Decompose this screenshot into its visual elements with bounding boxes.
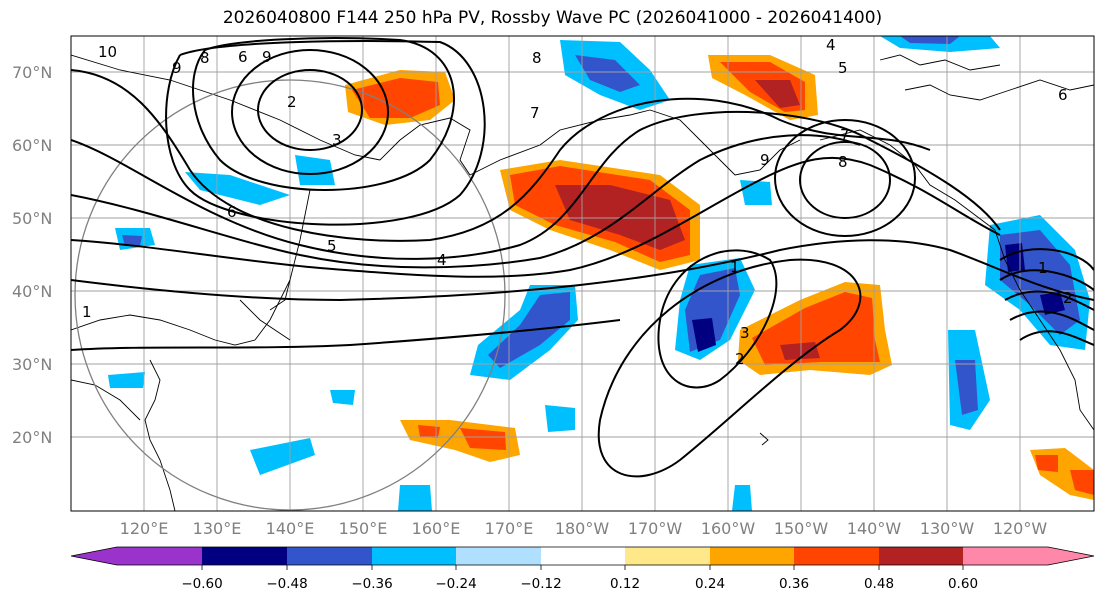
radius-circle xyxy=(74,79,506,511)
coastlines xyxy=(71,54,1094,511)
svg-text:7: 7 xyxy=(840,126,850,144)
colorbar: −0.60 −0.48 −0.36 −0.24 −0.12 0.12 0.24 … xyxy=(70,546,1095,592)
lon-label: 150°E xyxy=(339,519,388,538)
lon-label: 150°W xyxy=(774,519,829,538)
contour-labels: 10 9 8 6 9 2 3 7 8 4 5 7 8 6 5 4 1 3 2 1… xyxy=(82,36,1073,368)
colorbar-segment xyxy=(117,547,202,565)
colorbar-tick: −0.60 xyxy=(181,576,222,592)
svg-text:10: 10 xyxy=(98,43,117,61)
svg-text:1: 1 xyxy=(1038,259,1048,277)
colorbar-tick: 0.12 xyxy=(610,576,640,592)
svg-text:7: 7 xyxy=(530,104,540,122)
lon-label: 140°E xyxy=(266,519,315,538)
gridlines xyxy=(71,36,1094,511)
lat-label: 60°N xyxy=(12,136,52,155)
svg-text:5: 5 xyxy=(327,237,337,255)
colorbar-under-triangle xyxy=(71,547,117,565)
svg-text:3: 3 xyxy=(332,131,342,149)
colorbar-tick: −0.48 xyxy=(266,576,307,592)
colorbar-segment xyxy=(541,547,625,565)
colorbar-tick: 0.36 xyxy=(779,576,809,592)
svg-text:4: 4 xyxy=(437,251,447,269)
svg-text:9: 9 xyxy=(172,59,182,77)
svg-text:1: 1 xyxy=(730,258,740,276)
lat-label: 20°N xyxy=(12,428,52,447)
svg-text:4: 4 xyxy=(826,36,836,54)
latitude-labels: 70°N 60°N 50°N 40°N 30°N 20°N xyxy=(12,63,52,447)
map-title: 2026040800 F144 250 hPa PV, Rossby Wave … xyxy=(222,8,883,28)
lat-label: 70°N xyxy=(12,63,52,82)
pv-contours xyxy=(71,37,1094,478)
lon-label: 130°E xyxy=(193,519,242,538)
colorbar-over-triangle xyxy=(1048,547,1094,565)
colorbar-segment xyxy=(372,547,456,565)
colorbar-tick: 0.60 xyxy=(948,576,978,592)
map-area xyxy=(71,36,1094,511)
colorbar-segment xyxy=(287,547,372,565)
svg-text:5: 5 xyxy=(838,59,848,77)
svg-text:6: 6 xyxy=(227,203,237,221)
lon-label: 130°W xyxy=(920,519,975,538)
colorbar-tick: −0.36 xyxy=(351,576,392,592)
svg-text:6: 6 xyxy=(238,48,248,66)
colorbar-segment xyxy=(456,547,541,565)
colorbar-tick: −0.24 xyxy=(435,576,476,592)
svg-text:3: 3 xyxy=(740,324,750,342)
lat-label: 40°N xyxy=(12,282,52,301)
svg-text:2: 2 xyxy=(287,93,297,111)
svg-text:9: 9 xyxy=(760,151,770,169)
svg-text:9: 9 xyxy=(262,48,272,66)
map-frame xyxy=(70,35,1095,512)
svg-text:8: 8 xyxy=(838,153,848,171)
lat-label: 50°N xyxy=(12,209,52,228)
colorbar-tick: 0.48 xyxy=(864,576,894,592)
svg-text:8: 8 xyxy=(200,49,210,67)
lon-label: 170°E xyxy=(485,519,534,538)
colorbar-segment xyxy=(794,547,879,565)
svg-text:2: 2 xyxy=(1063,289,1073,307)
lon-label: 170°W xyxy=(628,519,683,538)
lon-label: 120°E xyxy=(120,519,169,538)
longitude-labels: 120°E 130°E 140°E 150°E 160°E 170°E 180°… xyxy=(120,519,1048,538)
lon-label: 160°W xyxy=(701,519,756,538)
colorbar-segment xyxy=(963,547,1048,565)
lon-label: 180°W xyxy=(555,519,610,538)
lon-label: 140°W xyxy=(847,519,902,538)
lon-label: 120°W xyxy=(993,519,1048,538)
colorbar-segment xyxy=(202,547,287,565)
svg-text:1: 1 xyxy=(82,303,92,321)
colorbar-tick: 0.24 xyxy=(695,576,725,592)
svg-text:6: 6 xyxy=(1058,86,1068,104)
colorbar-tick: −0.12 xyxy=(520,576,561,592)
svg-text:8: 8 xyxy=(532,49,542,67)
colorbar-segment xyxy=(625,547,710,565)
colorbar-segment xyxy=(879,547,963,565)
colorbar-segment xyxy=(710,547,794,565)
svg-text:2: 2 xyxy=(735,350,745,368)
lon-label: 160°E xyxy=(412,519,461,538)
pv-positive-anomalies xyxy=(345,55,1094,500)
lat-label: 30°N xyxy=(12,355,52,374)
